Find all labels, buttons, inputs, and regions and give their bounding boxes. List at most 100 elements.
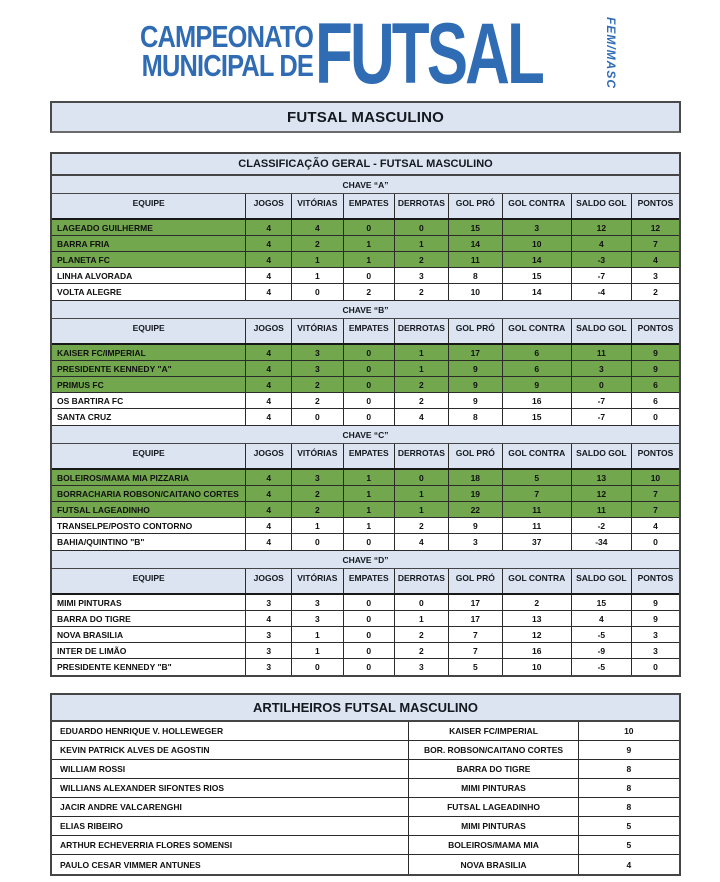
chave-group: CHAVE “D” EQUIPE JOGOS VITÓRIAS EMPATES DERRO… (52, 551, 679, 675)
stat-value: 17 (449, 345, 503, 360)
stat-value: 8 (449, 409, 503, 425)
stat-value: 12 (572, 220, 632, 235)
stat-value: 3 (246, 595, 293, 610)
stat-value: 2 (344, 284, 395, 300)
column-header: SALDO GOL (572, 444, 632, 468)
stat-value: 0 (344, 220, 395, 235)
column-header: EMPATES (344, 319, 395, 343)
table-row: BORRACHARIA ROBSON/CAITANO CORTES 4 2 1 1 19 7… (52, 486, 679, 502)
scorer-goals: 8 (626, 783, 632, 793)
stat-value: 4 (246, 268, 293, 283)
scorer-row: WILLIANS ALEXANDER SIFONTES RIOS MIMI PIN… (52, 779, 679, 798)
column-header: GOL CONTRA (503, 319, 572, 343)
stat-value: -2 (572, 518, 632, 533)
scorer-team: BOLEIROS/MAMA MIA (409, 836, 579, 854)
team-name: VOLTA ALEGRE (52, 284, 247, 300)
column-header-row: EQUIPE JOGOS VITÓRIAS EMPATES DERROTAS GOL PR… (52, 569, 679, 595)
team-name: OS BARTIRA FC (52, 393, 247, 408)
table-row: PRESIDENTE KENNEDY "A" 4 3 0 1 9 6 3 9 (52, 361, 679, 377)
stat-value: 4 (246, 252, 293, 267)
stat-value: -7 (572, 409, 632, 425)
stat-value: 1 (344, 236, 395, 251)
team-name: MIMI PINTURAS (52, 595, 247, 610)
scorer-goals: 5 (626, 821, 632, 831)
stat-value: 2 (292, 377, 344, 392)
team-name: TRANSELPE/POSTO CONTORNO (52, 518, 247, 533)
team-name: INTER DE LIMÃO (52, 643, 247, 658)
stat-value: 1 (344, 518, 395, 533)
stat-value: 0 (344, 643, 395, 658)
table-row: BARRA DO TIGRE 4 3 0 1 17 13 4 9 (52, 611, 679, 627)
column-header: DERROTAS (395, 569, 449, 593)
table-row: PRIMUS FC 4 2 0 2 9 9 0 6 (52, 377, 679, 393)
stat-value: 2 (395, 518, 449, 533)
column-header: VITÓRIAS (292, 319, 344, 343)
table-row: BARRA FRIA 4 2 1 1 14 10 4 7 (52, 236, 679, 252)
stat-value: 2 (395, 284, 449, 300)
stat-value: 0 (292, 284, 344, 300)
stat-value: 10 (650, 472, 661, 483)
stat-value: 2 (395, 377, 449, 392)
logo-fem-masc-vertical: FEM/MASC (604, 17, 619, 89)
stat-value: 15 (503, 268, 572, 283)
scorer-player: WILLIAM ROSSI (52, 760, 410, 778)
stat-value: 3 (395, 659, 449, 675)
stat-value: 13 (572, 470, 632, 485)
stat-value: 14 (503, 252, 572, 267)
section-banner-label: FUTSAL MASCULINO (286, 108, 445, 126)
column-header-row: EQUIPE JOGOS VITÓRIAS EMPATES DERROTAS GOL PR… (52, 444, 679, 470)
table-row: PRESIDENTE KENNEDY "B" 3 0 0 3 5 10 -5 0 (52, 659, 679, 675)
stat-value: 16 (503, 393, 572, 408)
stat-value: 4 (246, 518, 293, 533)
section-banner-futsal-masculino: FUTSAL MASCULINO (50, 101, 681, 133)
scorer-team: MIMI PINTURAS (409, 817, 579, 835)
stat-value: -9 (572, 643, 632, 658)
stat-value: 0 (653, 662, 658, 672)
stat-value: 10 (503, 659, 572, 675)
team-name: PRESIDENTE KENNEDY "B" (52, 659, 247, 675)
team-name: BARRA FRIA (52, 236, 247, 251)
stat-value: 0 (653, 412, 658, 422)
stat-value: 4 (246, 345, 293, 360)
stat-value: 0 (344, 659, 395, 675)
table-row: MIMI PINTURAS 3 3 0 0 17 2 15 9 (52, 595, 679, 611)
scorer-goals: 4 (626, 859, 632, 870)
scorers-table: ARTILHEIROS FUTSAL MASCULINO EDUARDO HEN… (50, 693, 681, 876)
stat-value: 3 (653, 645, 658, 656)
table-row: LAGEADO GUILHERME 4 4 0 0 15 3 12 12 (52, 220, 679, 236)
stat-value: 0 (344, 393, 395, 408)
logo-futsal-word: FUTSAL (314, 5, 545, 102)
table-row: INTER DE LIMÃO 3 1 0 2 7 16 -9 3 (52, 643, 679, 659)
table-row: LINHA ALVORADA 4 1 0 3 8 15 -7 3 (52, 268, 679, 284)
table-row: TRANSELPE/POSTO CONTORNO 4 1 1 2 9 11 -2 4 (52, 518, 679, 534)
column-header: EMPATES (344, 194, 395, 218)
scorer-player: WILLIANS ALEXANDER SIFONTES RIOS (52, 779, 410, 797)
team-name: BORRACHARIA ROBSON/CAITANO CORTES (52, 486, 247, 501)
stat-value: 0 (344, 611, 395, 626)
stat-value: 4 (395, 409, 449, 425)
scorer-team: BARRA DO TIGRE (409, 760, 579, 778)
stat-value: 4 (246, 393, 293, 408)
column-header: PONTOS (637, 573, 674, 583)
chave-group: CHAVE “C” EQUIPE JOGOS VITÓRIAS EMPATES DERRO… (52, 426, 679, 551)
stat-value: 9 (653, 363, 658, 374)
team-name: SANTA CRUZ (52, 409, 247, 425)
column-header: EMPATES (344, 569, 395, 593)
stat-value: 11 (503, 518, 572, 533)
stat-value: 2 (395, 627, 449, 642)
stat-value: -7 (572, 268, 632, 283)
stat-value: 2 (292, 236, 344, 251)
column-header: GOL CONTRA (503, 444, 572, 468)
stat-value: 3 (449, 534, 503, 550)
column-header: GOL PRÓ (449, 194, 503, 218)
scorer-goals: 10 (624, 726, 634, 736)
classification-body: CHAVE “A” EQUIPE JOGOS VITÓRIAS EMPATES DERRO… (52, 176, 679, 675)
column-header: EQUIPE (52, 444, 247, 468)
team-name: LAGEADO GUILHERME (52, 220, 247, 235)
stat-value: 7 (449, 643, 503, 658)
scorers-body: EDUARDO HENRIQUE V. HOLLEWEGER KAISER FC/… (52, 722, 679, 874)
stat-value: 0 (344, 345, 395, 360)
column-header: EQUIPE (52, 194, 247, 218)
stat-value: -7 (572, 393, 632, 408)
stat-value: 1 (395, 361, 449, 376)
